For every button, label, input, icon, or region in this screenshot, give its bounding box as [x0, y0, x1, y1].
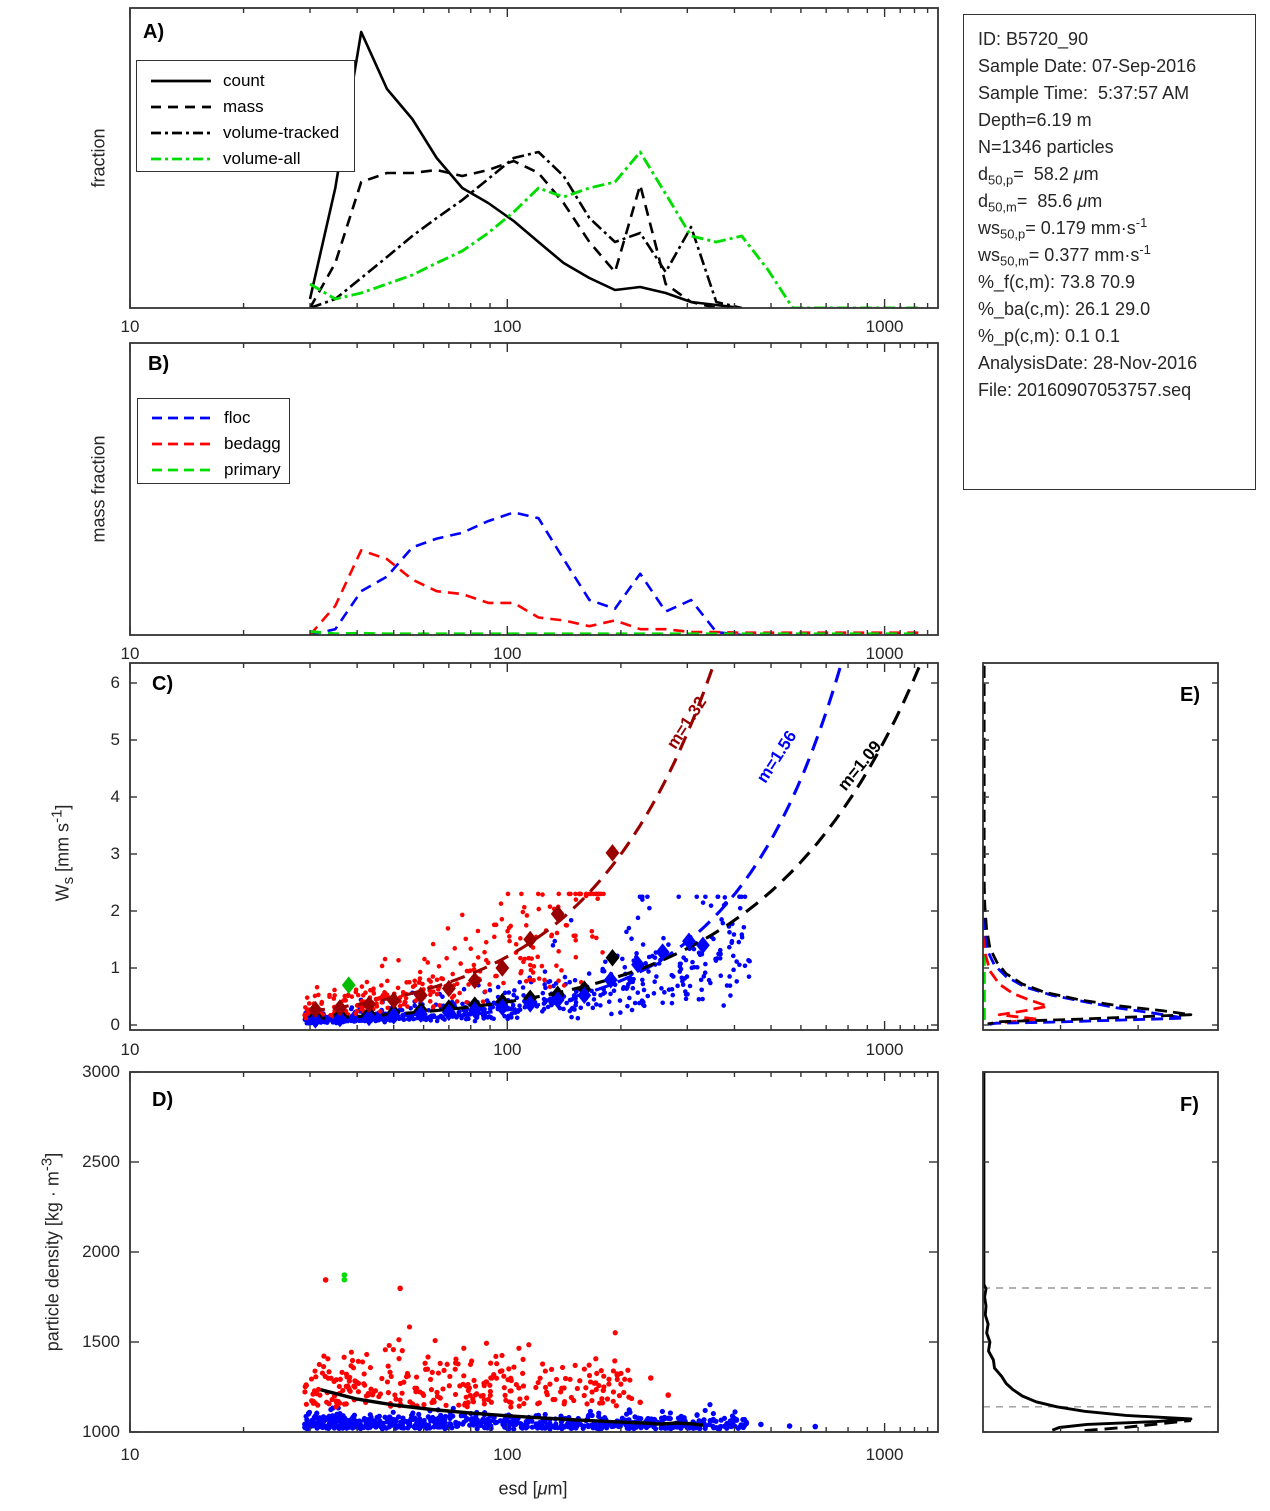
panel-c-axes [129, 662, 939, 1031]
legend-sample-primary [150, 461, 214, 479]
info-line-1: Sample Date: 07-Sep-2016 [978, 56, 1197, 76]
legend-label-primary: primary [224, 460, 281, 479]
c-y-tick-label-1: 1 [110, 958, 120, 977]
c-y-tick-label-2: 2 [110, 901, 120, 920]
panel-c-label: C) [152, 673, 174, 695]
info-line-7: ws50,p= 0.179 mm·s-1 [978, 215, 1148, 242]
x-tick-label-100: 100 [493, 644, 522, 663]
legend-particle-classes: floc bedagg primary [137, 398, 290, 484]
legend-label-volume-all: volume-all [223, 149, 301, 168]
x-tick-label-10: 10 [120, 644, 140, 663]
legend-item-bedagg: bedagg [150, 431, 289, 457]
info-line-13: File: 20160907053757.seq [978, 380, 1192, 400]
legend-sample-count [149, 72, 213, 90]
panel-b-curves [309, 511, 921, 635]
info-line-12: AnalysisDate: 28-Nov-2016 [978, 353, 1198, 373]
c-y-tick-label-4: 4 [110, 787, 120, 806]
info-line-6: d50,m= 85.6 μm [978, 191, 1103, 215]
y-axis-title-particle-density: particle density [kg · m-3] [38, 1152, 63, 1352]
legend-sample-volume-tracked [149, 124, 213, 142]
x-tick-label-1000: 1000 [865, 317, 904, 336]
panel-d-label: D) [152, 1089, 174, 1111]
x-tick-label-10: 10 [120, 317, 140, 336]
x-tick-label-100: 100 [493, 317, 522, 336]
sample-info-box: ID: B5720_90 Sample Date: 07-Sep-2016 Samp… [963, 14, 1256, 490]
x-tick-label-100: 100 [493, 1445, 522, 1464]
legend-item-count: count [149, 68, 354, 94]
info-line-8: ws50,m= 0.377 mm·s-1 [978, 242, 1151, 269]
panel-f-axes [982, 1071, 1219, 1433]
panel-a-axes [129, 7, 939, 309]
legend-size-distributions: count mass volume-tracked volume-all [136, 60, 355, 172]
d-y-tick-label-2000: 2000 [82, 1242, 120, 1261]
legend-label-volume-tracked: volume-tracked [223, 123, 340, 142]
x-tick-label-1000: 1000 [865, 1445, 904, 1464]
panel-e-label: E) [1180, 684, 1200, 706]
x-tick-label-10: 10 [120, 1040, 140, 1059]
panel-f-content [983, 1072, 1218, 1432]
c-y-tick-label-3: 3 [110, 844, 120, 863]
d-y-tick-label-3000: 3000 [82, 1062, 120, 1081]
legend-item-floc: floc [150, 405, 289, 431]
info-line-5: d50,p= 58.2 μm [978, 164, 1099, 188]
legend-item-volume-tracked: volume-tracked [149, 120, 354, 146]
c-y-tick-label-6: 6 [110, 673, 120, 692]
x-axis-title-esd: esd [μm] [498, 1478, 568, 1499]
panel-a-curves [308, 30, 921, 308]
panel-e-content [983, 665, 1193, 1027]
legend-sample-bedagg [150, 435, 214, 453]
d-y-tick-label-2500: 2500 [82, 1152, 120, 1171]
legend-label-floc: floc [224, 408, 251, 427]
legend-item-mass: mass [149, 94, 354, 120]
c-y-tick-label-0: 0 [110, 1015, 120, 1034]
d-y-tick-label-1500: 1500 [82, 1332, 120, 1351]
info-line-4: N=1346 particles [978, 137, 1114, 157]
info-line-11: %_p(c,m): 0.1 0.1 [978, 326, 1121, 346]
panel-d-axes [129, 1071, 939, 1433]
legend-item-primary: primary [150, 457, 289, 483]
panel-a-label: A) [143, 21, 165, 43]
legend-item-volume-all: volume-all [149, 146, 354, 172]
panel-d-content [302, 1272, 819, 1432]
legend-sample-mass [149, 98, 213, 116]
y-axis-title-settling-velocity: Ws [mm s-1] [48, 804, 78, 902]
x-tick-label-1000: 1000 [865, 644, 904, 663]
c-y-tick-label-5: 5 [110, 730, 120, 749]
legend-label-count: count [223, 71, 265, 90]
x-tick-label-10: 10 [120, 1445, 140, 1464]
info-line-0: ID: B5720_90 [978, 29, 1089, 49]
y-axis-title-fraction: fraction [88, 128, 109, 188]
info-line-10: %_ba(c,m): 26.1 29.0 [978, 299, 1151, 319]
info-line-3: Depth=6.19 m [978, 110, 1092, 130]
info-line-9: %_f(c,m): 73.8 70.9 [978, 272, 1136, 292]
legend-label-mass: mass [223, 97, 264, 116]
y-axis-title-mass-fraction: mass fraction [88, 435, 109, 543]
x-tick-label-1000: 1000 [865, 1040, 904, 1059]
panel-e-axes [982, 662, 1219, 1031]
legend-sample-floc [150, 409, 214, 427]
panel-b-axes [129, 342, 939, 636]
x-tick-label-100: 100 [493, 1040, 522, 1059]
d-y-tick-label-1000: 1000 [82, 1422, 120, 1441]
info-line-2: Sample Time: 5:37:57 AM [978, 83, 1190, 103]
panel-f-label: F) [1180, 1094, 1199, 1116]
panel-b-label: B) [148, 353, 170, 375]
legend-sample-volume-all [149, 150, 213, 168]
legend-label-bedagg: bedagg [224, 434, 281, 453]
panel-c-content [302, 663, 923, 1029]
